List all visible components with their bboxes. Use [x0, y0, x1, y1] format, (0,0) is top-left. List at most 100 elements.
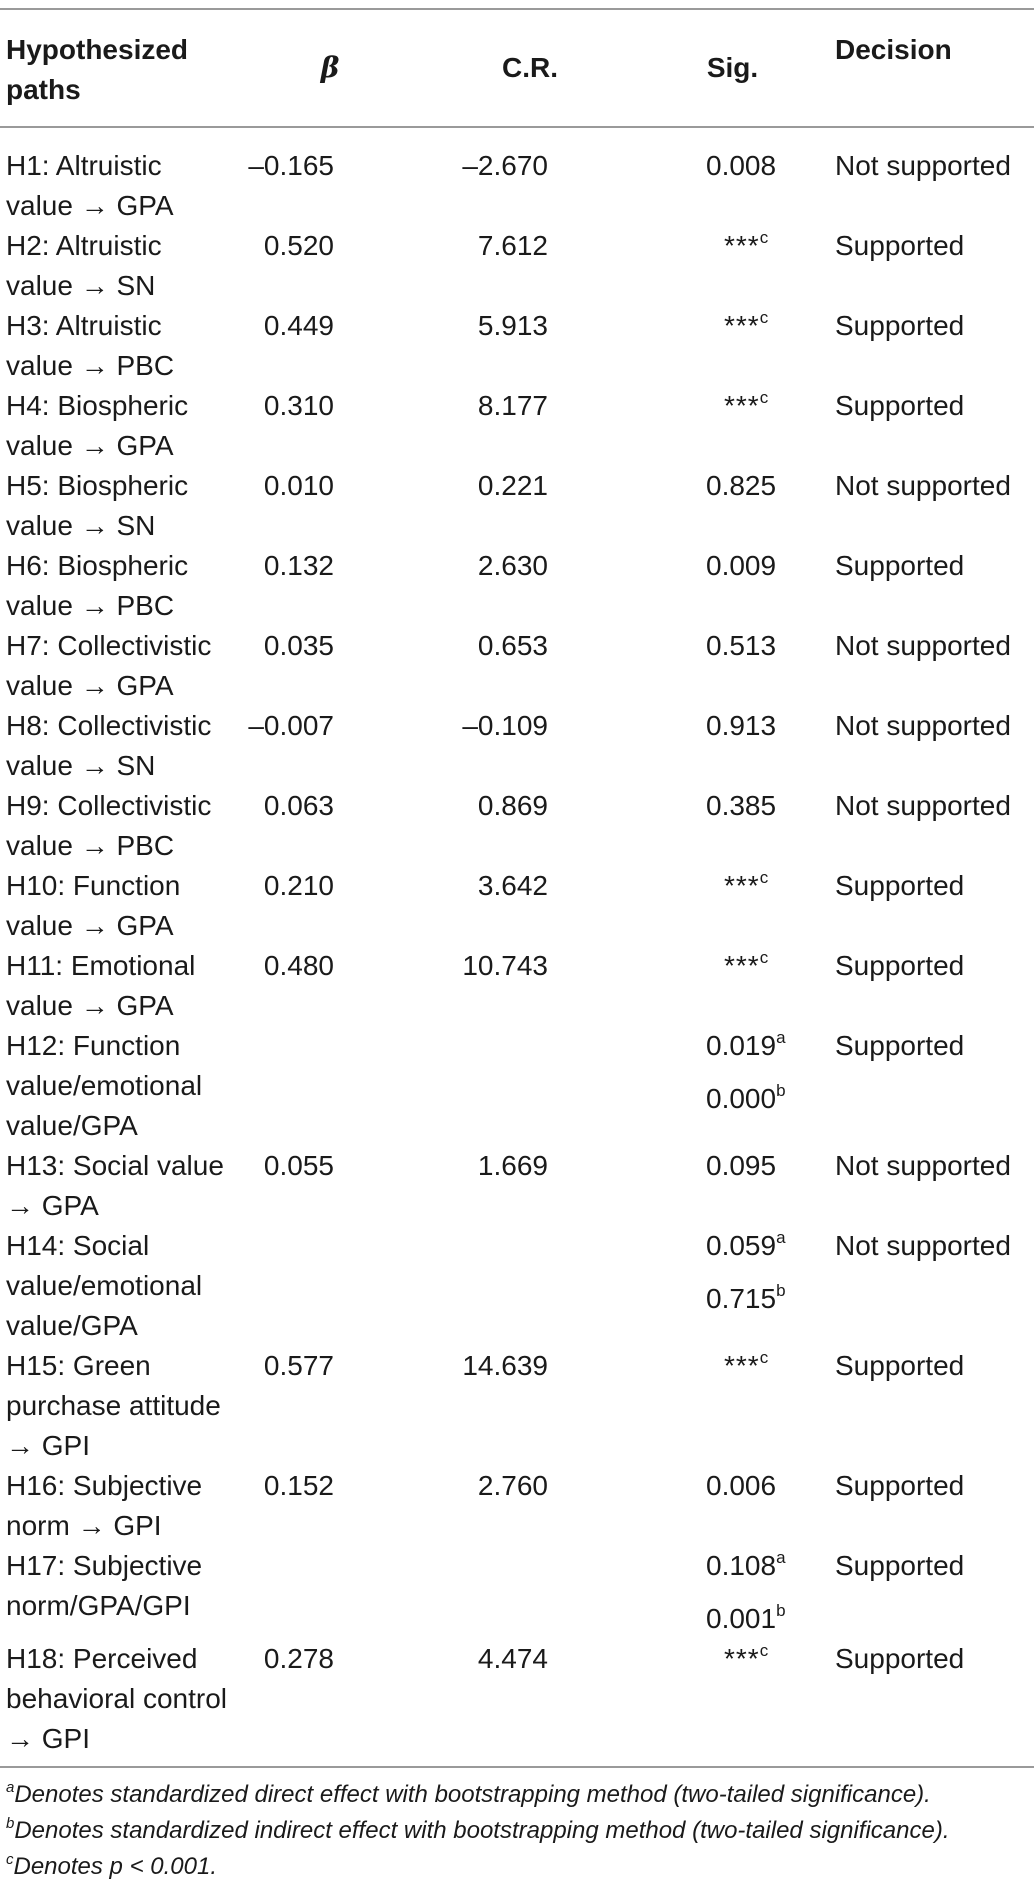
path-cell: H4: Biospheric value → GPA [6, 390, 189, 461]
sig-value: 0.000b [706, 1081, 786, 1114]
sig-cell: ***c [630, 386, 835, 466]
table-row: H17: Subjective norm/GPA/GPI 0.108a 0.001b… [0, 1546, 1034, 1639]
sig-cell: 0.825 [630, 466, 835, 546]
cr-cell [430, 1226, 630, 1346]
decision-cell: Supported [835, 1643, 965, 1674]
table-row: H5: Biospheric value → SN 0.010 0.221 0.825… [0, 466, 1034, 546]
path-cell: H12: Function value/emotional value/GPA [6, 1030, 203, 1141]
cr-cell: 2.760 [477, 1470, 548, 1501]
hypothesis-results-table: Hypothesized paths β C.R. Sig. Decision … [0, 10, 1034, 1759]
beta-cell: 0.310 [263, 390, 334, 421]
header-cr: C.R. [502, 52, 558, 83]
decision-cell: Not supported [835, 710, 1011, 741]
path-cell: H16: Subjective norm → GPI [6, 1470, 203, 1541]
table-row: H9: Collectivistic value → PBC 0.063 0.869… [0, 786, 1034, 866]
footnote-mark: c [6, 1851, 14, 1868]
beta-cell: 0.520 [263, 230, 334, 261]
sig-cell: 0.513 [630, 626, 835, 706]
sig-value: 0.913 [706, 710, 777, 741]
table-row: H16: Subjective norm → GPI 0.152 2.760 0.00… [0, 1466, 1034, 1546]
sig-cell: 0.059a 0.715b [630, 1226, 835, 1346]
cr-cell: 3.642 [477, 870, 548, 901]
cr-cell: 1.669 [477, 1150, 548, 1181]
decision-cell: Supported [835, 1350, 965, 1381]
cr-cell: 4.474 [477, 1643, 548, 1674]
beta-cell: 0.278 [263, 1643, 334, 1674]
header-beta: β [320, 51, 340, 84]
table-header: Hypothesized paths β C.R. Sig. Decision [0, 10, 1034, 126]
sig-value: 0.006 [706, 1470, 777, 1501]
beta-cell: 0.577 [263, 1350, 334, 1381]
table-row: H7: Collectivistic value → GPA 0.035 0.653… [0, 626, 1034, 706]
sig-value: 0.715b [706, 1281, 786, 1314]
cr-cell: 0.869 [477, 790, 548, 821]
beta-cell: 0.210 [263, 870, 334, 901]
footnote-mark: c [759, 388, 770, 407]
path-cell: H6: Biospheric value → PBC [6, 550, 189, 621]
footnote-text: Denotes p < 0.001. [13, 1853, 217, 1880]
cr-cell: 14.639 [462, 1350, 548, 1381]
sig-cell: 0.006 [630, 1466, 835, 1546]
path-cell: H14: Social value/emotional value/GPA [6, 1230, 203, 1341]
footnote-mark: c [759, 228, 770, 247]
sig-value: ***c [724, 228, 770, 261]
decision-cell: Supported [835, 230, 965, 261]
sig-value: 0.513 [706, 630, 777, 661]
table-row: H6: Biospheric value → PBC 0.132 2.630 0.00… [0, 546, 1034, 626]
cr-cell: –2.670 [462, 150, 548, 181]
sig-value: 0.095 [706, 1150, 777, 1181]
sig-value: ***c [724, 1641, 770, 1674]
table-row: H8: Collectivistic value → SN –0.007 –0.10… [0, 706, 1034, 786]
footnote-mark: c [759, 308, 770, 327]
path-cell: H15: Green purchase attitude → GPI [6, 1350, 221, 1461]
beta-cell: 0.449 [263, 310, 334, 341]
path-cell: H1: Altruistic value → GPA [6, 150, 174, 221]
cr-cell [430, 1026, 630, 1146]
decision-cell: Supported [835, 1470, 965, 1501]
beta-cell: 0.152 [263, 1470, 334, 1501]
table-row: H15: Green purchase attitude → GPI 0.577 1… [0, 1346, 1034, 1466]
sig-value: 0.008 [706, 150, 777, 181]
header-hypothesized-paths: Hypothesized paths [6, 34, 189, 105]
footnote-text: Denotes standardized direct effect with … [14, 1781, 931, 1808]
path-cell: H7: Collectivistic value → GPA [6, 630, 212, 701]
table-row: H18: Perceived behavioral control → GPI 0… [0, 1639, 1034, 1759]
path-cell: H5: Biospheric value → SN [6, 470, 189, 541]
table-row: H12: Function value/emotional value/GPA 0… [0, 1026, 1034, 1146]
footnote-mark: c [759, 1348, 770, 1367]
sig-cell: 0.913 [630, 706, 835, 786]
sig-cell: ***c [630, 1346, 835, 1466]
sig-value: 0.009 [706, 550, 777, 581]
footnote-mark: c [759, 1641, 770, 1660]
sig-value: 0.019a [706, 1028, 786, 1061]
sig-value: 0.825 [706, 470, 777, 501]
beta-cell: –0.165 [248, 150, 334, 181]
decision-cell: Supported [835, 1030, 965, 1061]
sig-cell: 0.008 [630, 126, 835, 226]
footnote: aDenotes standardized direct effect with… [6, 1777, 1030, 1813]
beta-cell [230, 1026, 430, 1146]
decision-cell: Supported [835, 310, 965, 341]
footnote: cDenotes p < 0.001. [6, 1849, 1030, 1885]
header-decision: Decision [835, 34, 952, 65]
beta-cell: 0.055 [263, 1150, 334, 1181]
footnote-mark: b [776, 1081, 786, 1100]
sig-cell: 0.108a 0.001b [630, 1546, 835, 1639]
path-cell: H9: Collectivistic value → PBC [6, 790, 212, 861]
footnote-mark: a [776, 1028, 786, 1047]
beta-cell: 0.480 [263, 950, 334, 981]
sig-value: ***c [724, 1348, 770, 1381]
path-cell: H8: Collectivistic value → SN [6, 710, 212, 781]
table-row: H14: Social value/emotional value/GPA 0.0… [0, 1226, 1034, 1346]
table-row: H10: Function value → GPA 0.210 3.642 ***c S… [0, 866, 1034, 946]
sig-cell: 0.019a 0.000b [630, 1026, 835, 1146]
table-row: H11: Emotional value → GPA 0.480 10.743 ***… [0, 946, 1034, 1026]
sig-value: 0.108a [706, 1548, 786, 1581]
sig-value: 0.001b [706, 1601, 786, 1634]
beta-cell: 0.063 [263, 790, 334, 821]
decision-cell: Not supported [835, 790, 1011, 821]
footnote-text: Denotes standardized indirect effect wit… [14, 1817, 950, 1844]
path-cell: H18: Perceived behavioral control → GPI [6, 1643, 228, 1754]
sig-cell: 0.385 [630, 786, 835, 866]
sig-value: ***c [724, 388, 770, 421]
